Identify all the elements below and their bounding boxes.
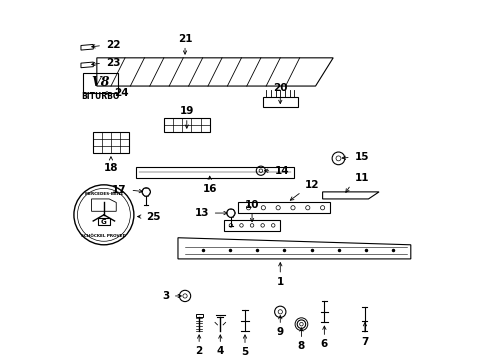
Text: G: G xyxy=(100,219,106,225)
Text: 17: 17 xyxy=(112,185,127,195)
Text: 10: 10 xyxy=(245,199,259,210)
Text: 24: 24 xyxy=(115,88,129,98)
Bar xyxy=(98,219,110,225)
Text: SCHÖCKEL PROVED: SCHÖCKEL PROVED xyxy=(81,234,126,238)
Text: 5: 5 xyxy=(242,347,248,357)
Text: 1: 1 xyxy=(277,276,284,287)
Text: 23: 23 xyxy=(106,58,120,68)
Bar xyxy=(164,118,210,132)
Text: 19: 19 xyxy=(180,106,194,116)
Text: 2: 2 xyxy=(196,346,203,356)
Text: 3: 3 xyxy=(162,291,169,301)
Text: 25: 25 xyxy=(146,212,161,221)
Text: BITURBO: BITURBO xyxy=(81,92,120,101)
Text: 9: 9 xyxy=(277,327,284,337)
Text: 22: 22 xyxy=(106,40,120,50)
Bar xyxy=(93,132,128,153)
Text: 8: 8 xyxy=(298,341,305,351)
Text: 18: 18 xyxy=(104,163,118,172)
Text: 11: 11 xyxy=(354,173,369,183)
Text: 21: 21 xyxy=(178,34,192,44)
Text: MERCEDES-BENZ: MERCEDES-BENZ xyxy=(84,192,123,195)
Text: 16: 16 xyxy=(202,184,217,194)
Text: 20: 20 xyxy=(273,83,288,93)
Bar xyxy=(83,73,118,93)
Bar xyxy=(196,314,203,317)
Text: 12: 12 xyxy=(305,180,319,190)
Text: 7: 7 xyxy=(361,337,368,347)
Text: 6: 6 xyxy=(321,339,328,349)
Text: 15: 15 xyxy=(354,152,369,162)
Text: 13: 13 xyxy=(195,208,209,218)
Text: V8: V8 xyxy=(91,76,110,89)
Text: 4: 4 xyxy=(217,346,224,356)
Text: 14: 14 xyxy=(275,166,290,176)
